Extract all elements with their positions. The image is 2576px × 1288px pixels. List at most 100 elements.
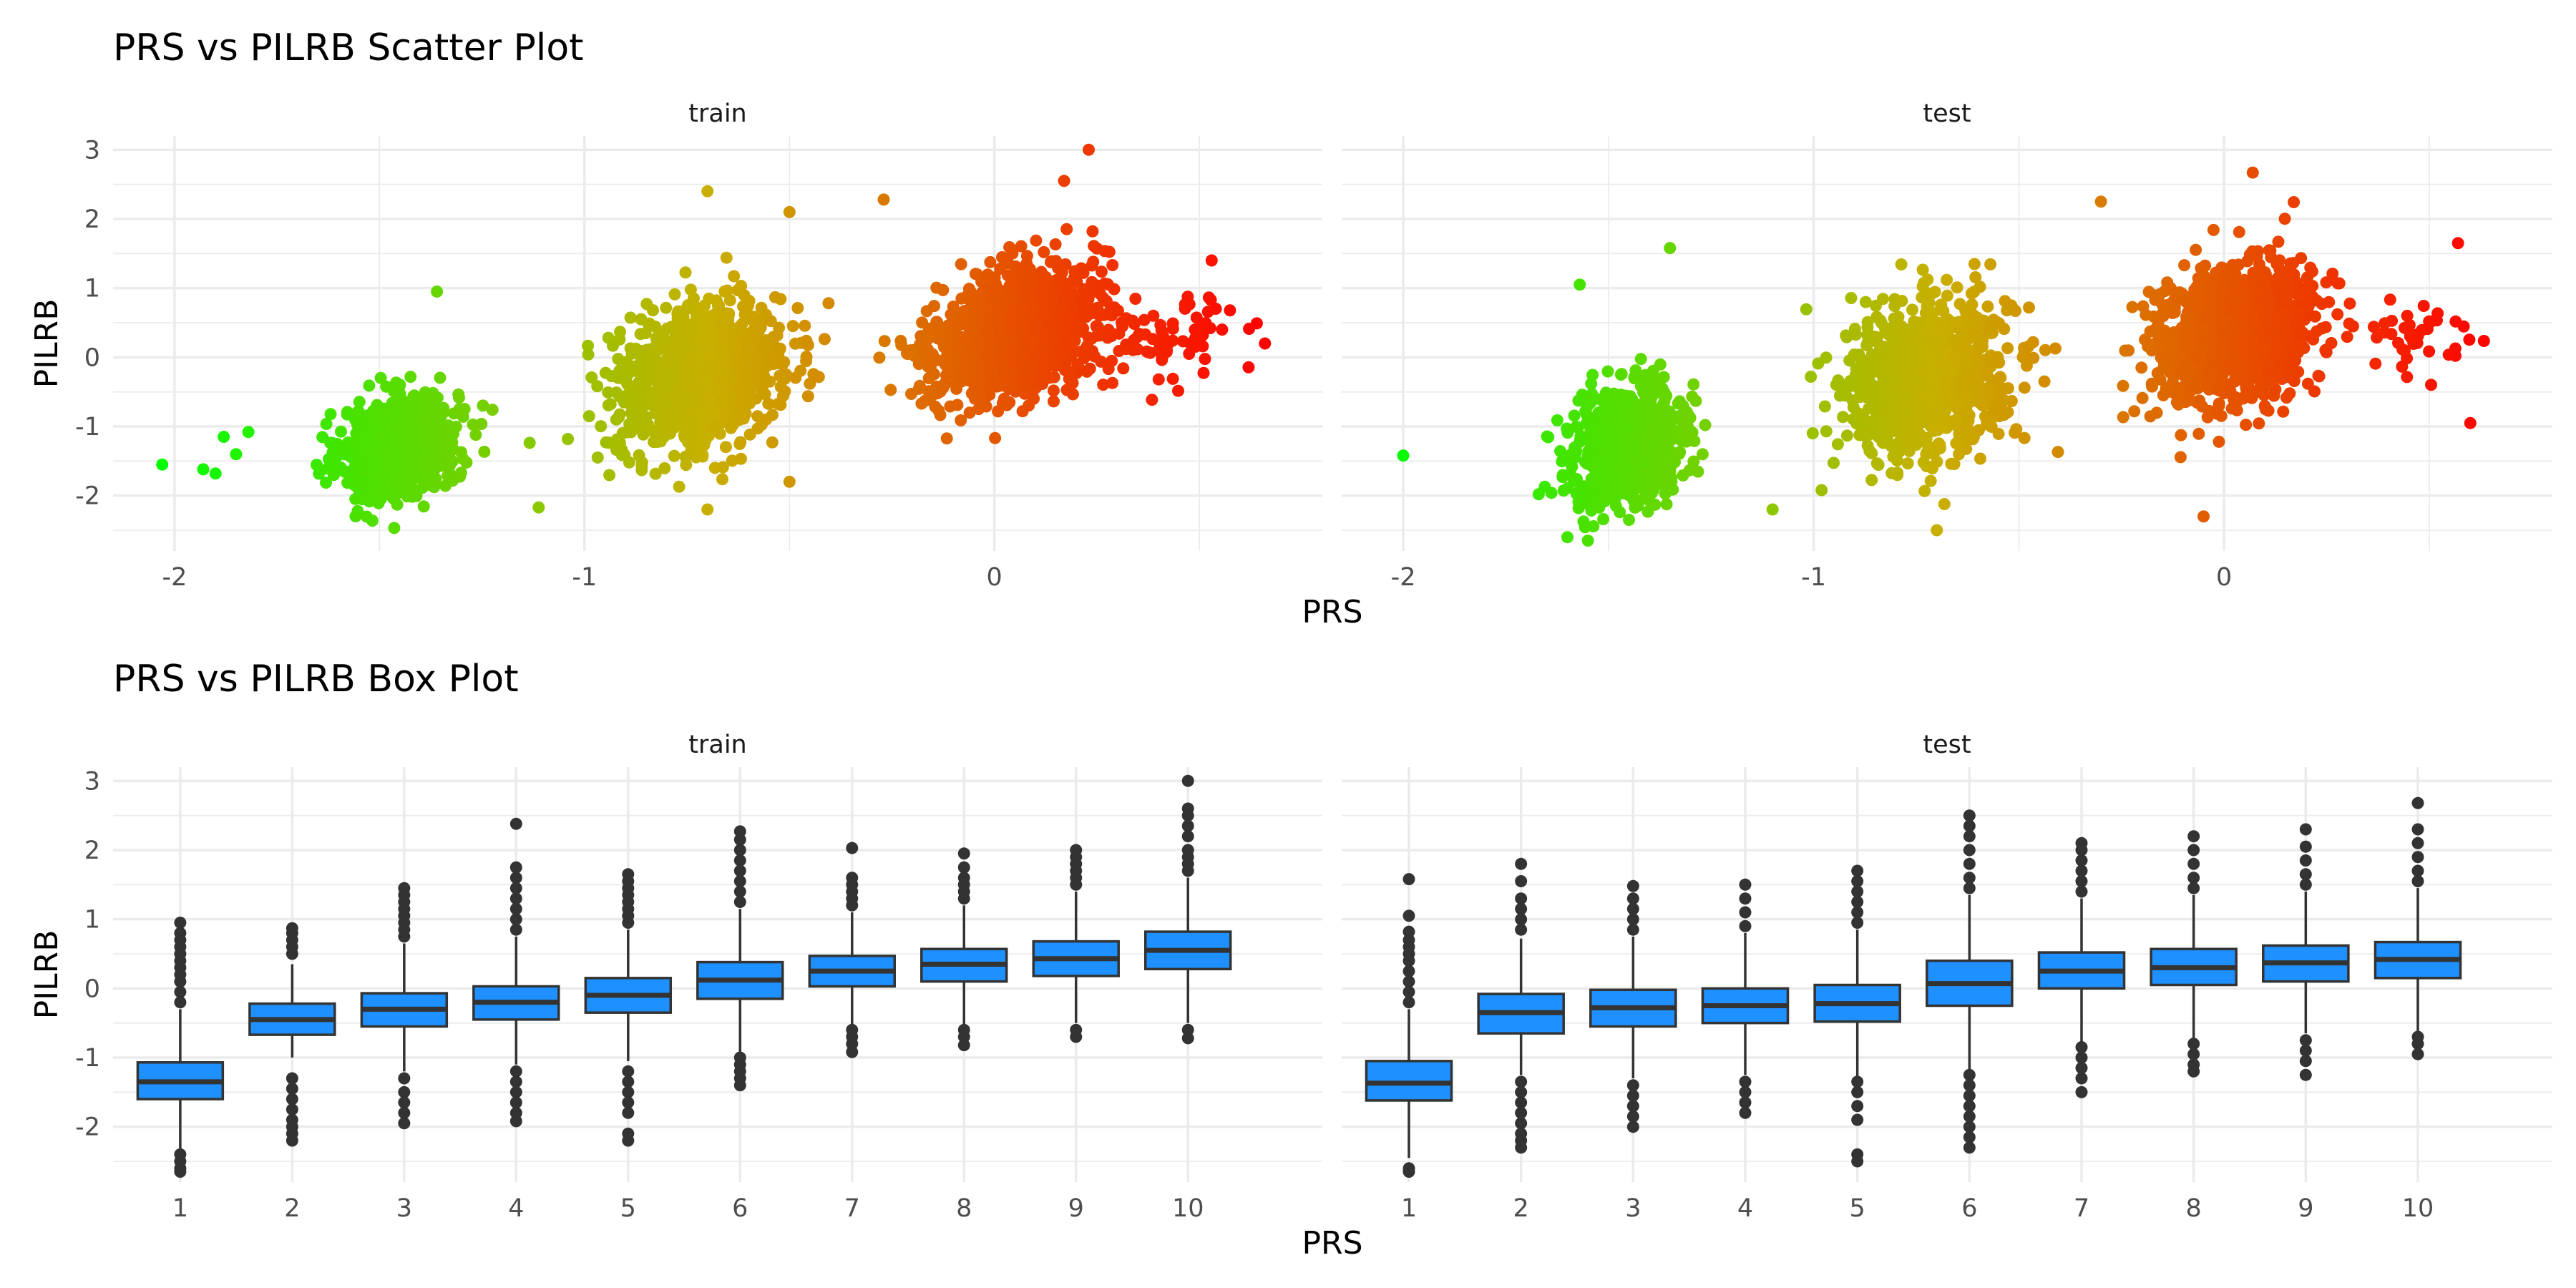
scatter-point (1994, 371, 2006, 384)
scatter-point (1662, 477, 1675, 490)
scatter-point (604, 398, 617, 411)
scatter-point (316, 431, 329, 444)
scatter-point (311, 459, 323, 472)
scatter-point (486, 404, 499, 416)
scatter-panel-test: -2 -1 0 (1342, 136, 2552, 592)
scatter-point (636, 382, 649, 395)
scatter-point (676, 342, 689, 355)
scatter-point (1634, 431, 1646, 444)
scatter-point (397, 416, 410, 429)
scatter-point (1113, 345, 1126, 357)
scatter-point (800, 334, 813, 347)
scatter-point (691, 310, 703, 323)
scatter-point (328, 469, 340, 482)
scatter-point (1847, 401, 1860, 414)
scatter-point (736, 412, 748, 425)
scatter-point (1646, 442, 1659, 455)
scatter-point (723, 294, 736, 307)
scatter-point (638, 372, 651, 384)
scatter-point (1641, 505, 1654, 518)
scatter-point (1601, 365, 1614, 378)
scatter-point (1636, 456, 1649, 469)
scatter-point (1005, 374, 1018, 386)
scatter-point (1853, 348, 1865, 361)
scatter-point (1586, 388, 1599, 400)
scatter-point (1060, 314, 1073, 327)
scatter-point (786, 320, 799, 333)
scatter-point (1584, 424, 1597, 437)
scatter-point (444, 467, 457, 480)
scatter-point (1692, 465, 1704, 478)
scatter-point (1961, 430, 1974, 443)
scatter-point (974, 372, 987, 385)
scatter-point (937, 328, 950, 341)
scatter-test-x-tick-label: -1 (1801, 563, 1826, 592)
scatter-point (739, 367, 751, 380)
scatter-point (649, 467, 662, 480)
scatter-point (1147, 309, 1160, 322)
scatter-point (1805, 371, 1818, 383)
scatter-point (351, 419, 364, 431)
scatter-point (710, 294, 723, 307)
scatter-train-y-tick-label: -1 (75, 413, 100, 441)
scatter-point (1975, 338, 1987, 351)
scatter-point (1002, 257, 1015, 270)
scatter-point (665, 362, 678, 375)
scatter-point (1106, 376, 1119, 389)
scatter-point (1951, 316, 1964, 328)
scatter-point (600, 436, 613, 449)
scatter-point (1617, 462, 1629, 475)
scatter-point (1608, 387, 1620, 400)
scatter-point (727, 323, 740, 336)
scatter-point (1568, 451, 1581, 464)
scatter-point (708, 384, 721, 396)
scatter-point (625, 426, 638, 439)
scatter-point (1952, 434, 1965, 447)
scatter-train-y-tick-label: 3 (84, 136, 100, 165)
scatter-point (1166, 372, 1179, 385)
scatter-train-x-tick-label: -1 (572, 563, 597, 592)
scatter-point (1931, 412, 1943, 425)
scatter-point (1645, 434, 1658, 447)
scatter-point (719, 441, 732, 454)
scatter-point (356, 440, 369, 453)
scatter-point (716, 461, 729, 474)
scatter-point (1928, 356, 1941, 369)
scatter-point (1156, 353, 1169, 366)
scatter-point (1960, 442, 1973, 455)
scatter-point (1624, 479, 1636, 492)
scatter-point (363, 495, 376, 508)
scatter-point (1945, 385, 1958, 398)
scatter-point (758, 388, 771, 401)
scatter-point (1055, 266, 1068, 279)
scatter-point (1971, 362, 1984, 375)
scatter-point (1687, 378, 1700, 391)
scatter-point (439, 425, 452, 438)
scatter-point (458, 403, 471, 415)
scatter-point (719, 406, 732, 419)
scatter-point (1998, 409, 2011, 421)
scatter-point (1861, 321, 1874, 333)
scatter-point (1172, 384, 1184, 397)
scatter-point (1657, 444, 1669, 457)
scatter-point (983, 389, 996, 401)
scatter-point (639, 327, 652, 340)
scatter-point (2018, 381, 2031, 394)
scatter-point (1968, 258, 1981, 270)
scatter-point (1918, 484, 1931, 497)
scatter-point (364, 456, 377, 469)
scatter-point (1006, 247, 1019, 260)
scatter-point (1875, 351, 1888, 364)
scatter-point (970, 338, 983, 351)
scatter-point (1108, 283, 1121, 296)
scatter-point (1202, 291, 1215, 304)
scatter-point (1108, 301, 1121, 314)
scatter-point (1045, 255, 1057, 268)
scatter-point (1820, 425, 1833, 438)
scatter-point (671, 413, 684, 426)
scatter-point (962, 283, 975, 296)
scatter-point (692, 423, 705, 436)
scatter-point (1916, 280, 1929, 293)
scatter-point (1954, 332, 1967, 345)
